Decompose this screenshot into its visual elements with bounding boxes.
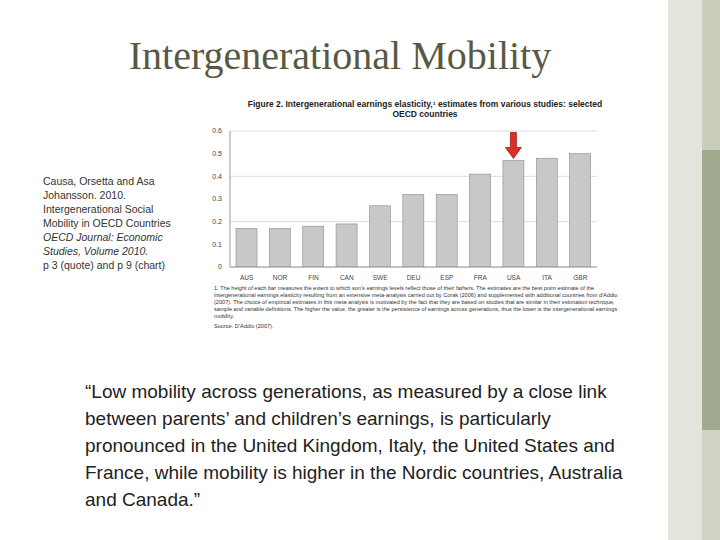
html-text:France, while mobility is high: France, while mobility is higher in the … bbox=[85, 462, 623, 483]
svg-text:0.1: 0.1 bbox=[212, 241, 222, 248]
svg-text:ESP: ESP bbox=[440, 274, 453, 281]
html-text:between parents’ and children’: between parents’ and children’s earnings… bbox=[85, 408, 551, 429]
html-text:“Low mobility across generatio: “Low mobility across generations, as mea… bbox=[85, 381, 607, 402]
svg-text:NOR: NOR bbox=[273, 274, 288, 281]
html-text:Mobility in OECD Countries: Mobility in OECD Countries bbox=[43, 217, 171, 229]
html-text:Intergenerational Mobility: Intergenerational Mobility bbox=[128, 33, 552, 78]
svg-text:DEU: DEU bbox=[407, 274, 421, 281]
svg-text:0: 0 bbox=[218, 263, 222, 270]
html-text:Source: D'Addio (2007).: Source: D'Addio (2007). bbox=[214, 323, 274, 329]
svg-text:FRA: FRA bbox=[474, 274, 488, 281]
html-text:Intergenerational Social: Intergenerational Social bbox=[43, 203, 154, 215]
html-text:Figure 2. Intergenerational ea: Figure 2. Intergenerational earnings ela… bbox=[247, 99, 603, 119]
svg-text:AUS: AUS bbox=[240, 274, 254, 281]
svg-text:0.3: 0.3 bbox=[212, 195, 222, 202]
html-text:Causa, Orsetta and Asa: Causa, Orsetta and Asa bbox=[43, 175, 155, 187]
html-text:Johansson. 2010.: Johansson. 2010. bbox=[43, 189, 126, 201]
html-text:p 3 (quote) and p 9 (chart): p 3 (quote) and p 9 (chart) bbox=[43, 259, 165, 271]
html-text:Studies, Volume 2010.: Studies, Volume 2010. bbox=[43, 245, 149, 257]
svg-text:0.5: 0.5 bbox=[212, 150, 222, 157]
svg-text:0.6: 0.6 bbox=[212, 127, 222, 134]
html-text:1. The height of each bar meas: 1. The height of each bar measures the e… bbox=[214, 285, 618, 319]
html-text:pronounced in the United Kingd: pronounced in the United Kingdom, Italy,… bbox=[85, 435, 615, 456]
svg-text:SWE: SWE bbox=[373, 274, 388, 281]
svg-text:ITA: ITA bbox=[542, 274, 552, 281]
html-text:and Canada.”: and Canada.” bbox=[85, 489, 201, 510]
html-text:OECD Journal: Economic: OECD Journal: Economic bbox=[43, 231, 163, 243]
svg-text:CAN: CAN bbox=[340, 274, 354, 281]
svg-text:GBR: GBR bbox=[573, 274, 587, 281]
svg-text:USA: USA bbox=[507, 274, 521, 281]
svg-text:0.2: 0.2 bbox=[212, 218, 222, 225]
svg-text:FIN: FIN bbox=[308, 274, 319, 281]
svg-text:0.4: 0.4 bbox=[212, 173, 222, 180]
